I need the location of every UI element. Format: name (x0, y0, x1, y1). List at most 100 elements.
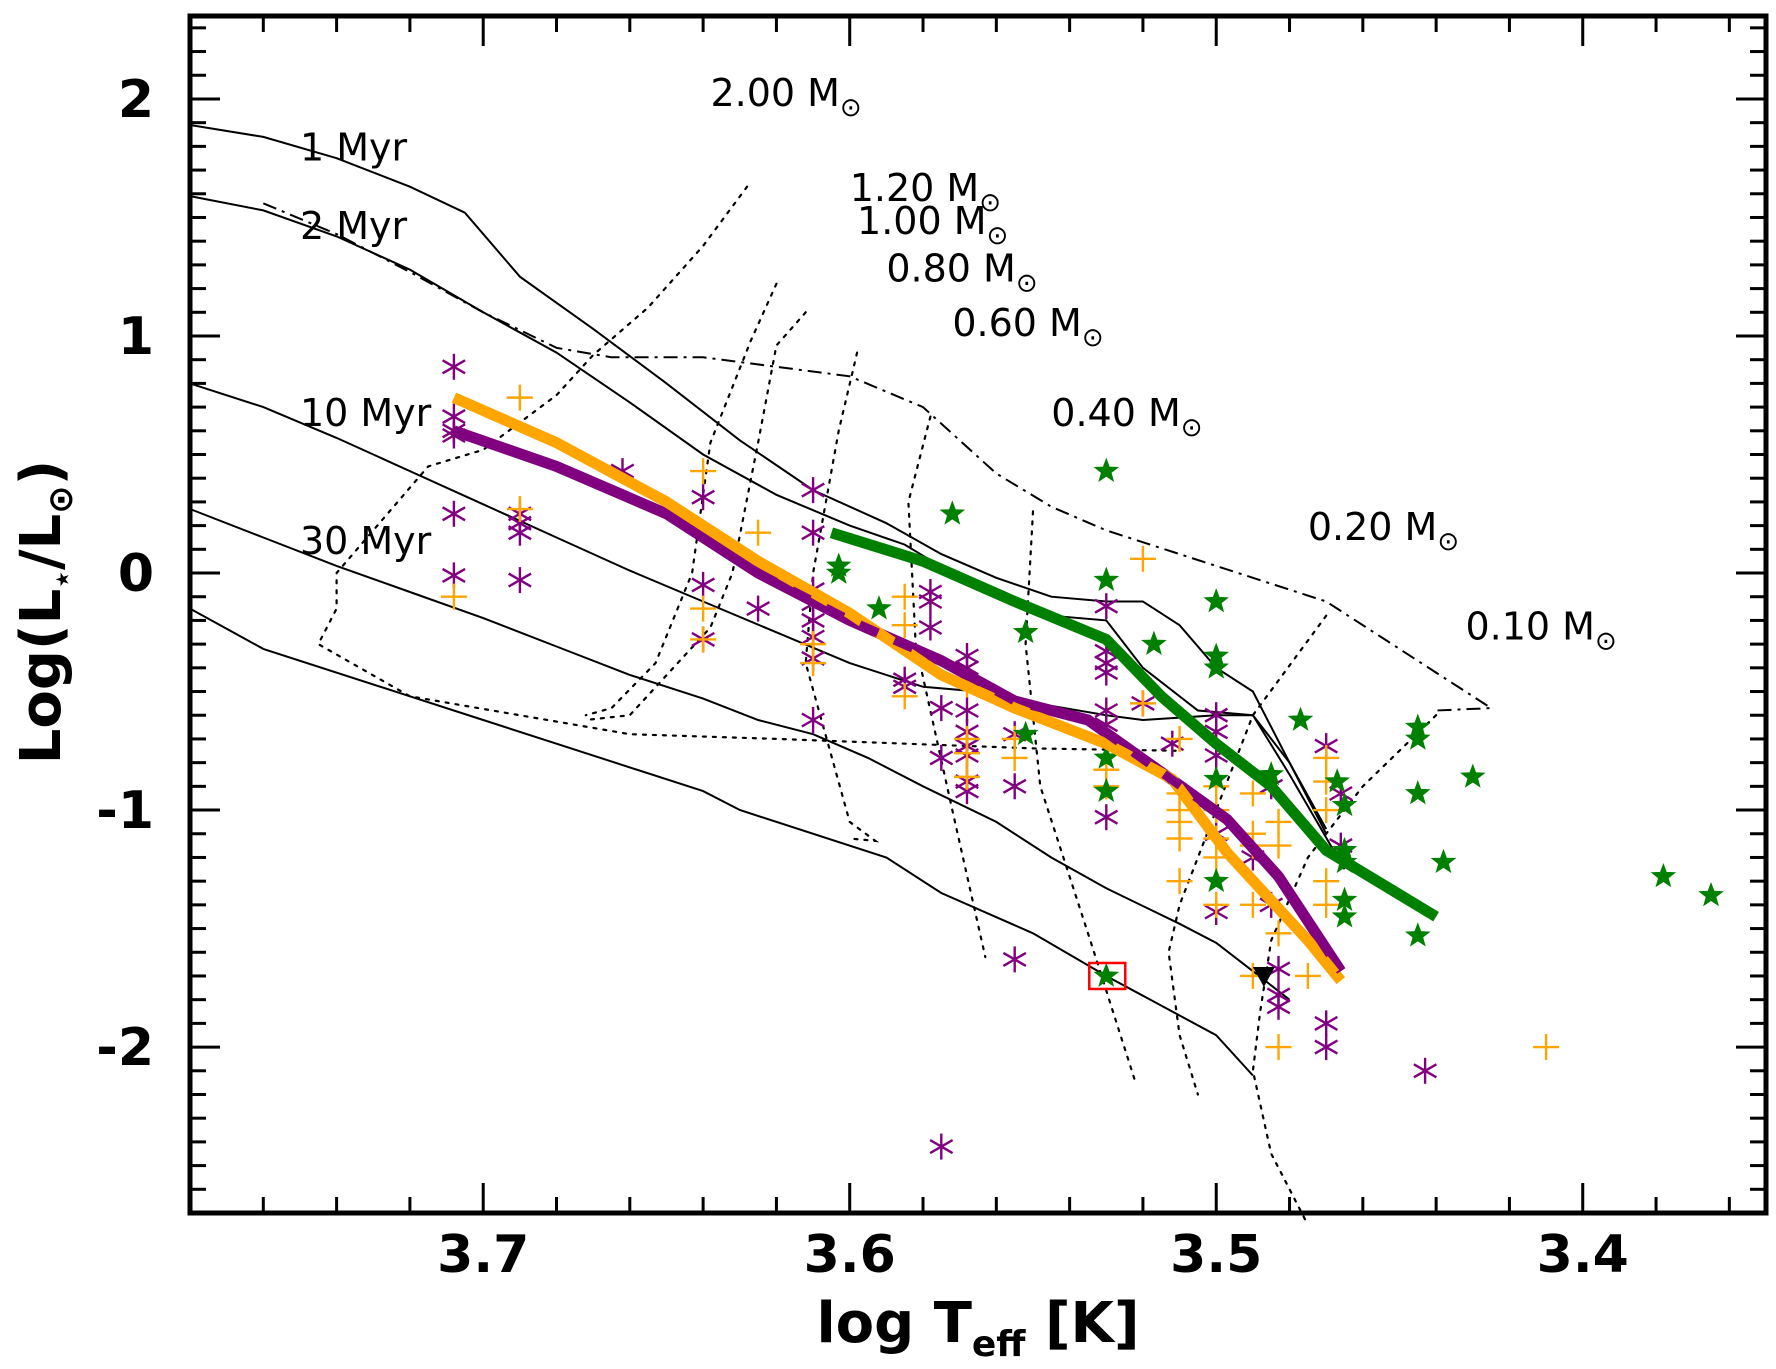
orange-plus-point (891, 683, 918, 710)
mass-track-line-3 (584, 311, 807, 722)
purple-asterisk-point (441, 500, 466, 527)
orange-plus-point (1265, 920, 1292, 947)
purple-asterisk-point (929, 744, 954, 771)
isochrone-age-label: 10 Myr (300, 391, 432, 435)
sun-symbol: ⊙ (1437, 527, 1459, 557)
isochrones-group (189, 124, 1346, 1077)
asterisk-stroke (610, 463, 635, 479)
green-star-point (1203, 765, 1229, 791)
orange-plus-point (1294, 962, 1321, 989)
green-star-point (1405, 780, 1431, 805)
asterisk-stroke (1314, 1015, 1339, 1031)
orange-plus-point (954, 740, 981, 767)
green-star-point (1324, 768, 1350, 793)
green-star-point (1331, 903, 1358, 928)
asterisk-stroke (955, 702, 979, 719)
green-star-point (866, 595, 892, 620)
isochrone-line-1 (189, 124, 1328, 830)
isochrone-age-label: 30 Myr (300, 519, 432, 563)
asterisk-stroke (441, 359, 466, 375)
asterisk-stroke (1266, 961, 1291, 977)
green-star-point (1430, 848, 1457, 874)
asterisk-stroke (1094, 717, 1119, 733)
asterisk-stroke (1413, 1063, 1438, 1079)
green-star-point (1331, 791, 1358, 817)
mass-value: 0.80 M (886, 246, 1015, 290)
asterisk-stroke (441, 567, 466, 583)
mass-track-line-7 (1167, 614, 1328, 1096)
asterisk-stroke (507, 572, 532, 588)
mass-track-label: 0.60 M⊙ (952, 301, 1103, 353)
asterisk-stroke (929, 750, 954, 766)
green-star-point (1203, 588, 1229, 613)
orange-plus-point (1239, 780, 1266, 807)
mean-relation-line-2 (451, 392, 1346, 985)
orange-plus-point (1239, 891, 1266, 918)
orange-plus-point (800, 650, 827, 677)
isochrone-line-4 (189, 508, 1291, 1001)
asterisk-stroke (441, 506, 466, 522)
orange-plus-point (1129, 690, 1156, 717)
purple-asterisk-point (918, 588, 943, 615)
orange-plus-point (1166, 868, 1193, 895)
orange-plus-point (1313, 797, 1340, 824)
mass-value: 1.20 M (850, 166, 979, 210)
asterisk-stroke (1204, 707, 1229, 723)
mass-track-label: 2.00 M⊙ (710, 71, 861, 123)
mass-track-line-1 (316, 185, 1181, 752)
purple-asterisk-point (1094, 659, 1119, 686)
purple-asterisk-point (1314, 1034, 1339, 1061)
mass-track-label: 1.00 M⊙ (857, 199, 1008, 251)
asterisk-stroke (1204, 747, 1229, 764)
asterisk-stroke (1094, 702, 1119, 719)
y-axis-title: Log(L⋆/L⊙) (9, 460, 81, 765)
x-tick-label: 3.6 (804, 1225, 896, 1285)
purple-asterisk-point (1266, 993, 1291, 1020)
x-tick-label: 3.7 (437, 1225, 529, 1285)
x-tick-label: 3.5 (1170, 1225, 1262, 1285)
green-star-point (825, 559, 852, 584)
birthline-group (262, 202, 1495, 712)
orange-plus-point (1313, 891, 1340, 918)
sun-symbol: ⊙ (1082, 323, 1104, 353)
purple-asterisk-point (1002, 773, 1027, 800)
orange-plus-point (891, 583, 918, 610)
y-tick-label: 1 (118, 307, 154, 367)
purple-asterisk-point (1413, 1057, 1438, 1084)
green-star-point (1405, 725, 1431, 750)
purple-asterisk-point (691, 484, 716, 511)
mean-relation-line-3 (756, 569, 1345, 974)
asterisk-stroke (1094, 809, 1119, 825)
isochrone-line-5 (189, 607, 1254, 1077)
purple-asterisk-point (929, 695, 954, 722)
mass-track-line-4 (804, 351, 880, 843)
mass-track-label: 0.10 M⊙ (1465, 604, 1616, 656)
isochrone-line-2 (189, 195, 1328, 835)
highlight-box (1088, 961, 1127, 991)
orange-plus-point (1313, 744, 1340, 771)
isochrone-age-label: 1 Myr (300, 126, 408, 170)
mass-value: 0.60 M (952, 301, 1081, 345)
green-star-point (1405, 922, 1431, 947)
orange-plus-point (1533, 1034, 1560, 1061)
y-tick-label: -2 (96, 1018, 154, 1078)
mass-value: 0.20 M (1308, 505, 1437, 549)
green-star-point (1203, 867, 1229, 893)
asterisk-stroke (955, 783, 979, 799)
mass-value: 1.00 M (857, 199, 986, 243)
orange-plus-point (1001, 744, 1028, 771)
birthline-line (262, 202, 1495, 712)
sun-symbol: ⊙ (1181, 413, 1203, 443)
mass-value: 0.10 M (1465, 604, 1594, 648)
purple-asterisk-point (691, 571, 716, 598)
orange-plus-point (690, 595, 717, 622)
green-star-point (1287, 706, 1314, 731)
green-star-point (1093, 962, 1120, 987)
purple-asterisk-point (801, 519, 825, 546)
asterisk-stroke (929, 700, 954, 716)
mass-track-label: 0.20 M⊙ (1308, 505, 1459, 557)
purple-asterisk-point (801, 707, 825, 733)
